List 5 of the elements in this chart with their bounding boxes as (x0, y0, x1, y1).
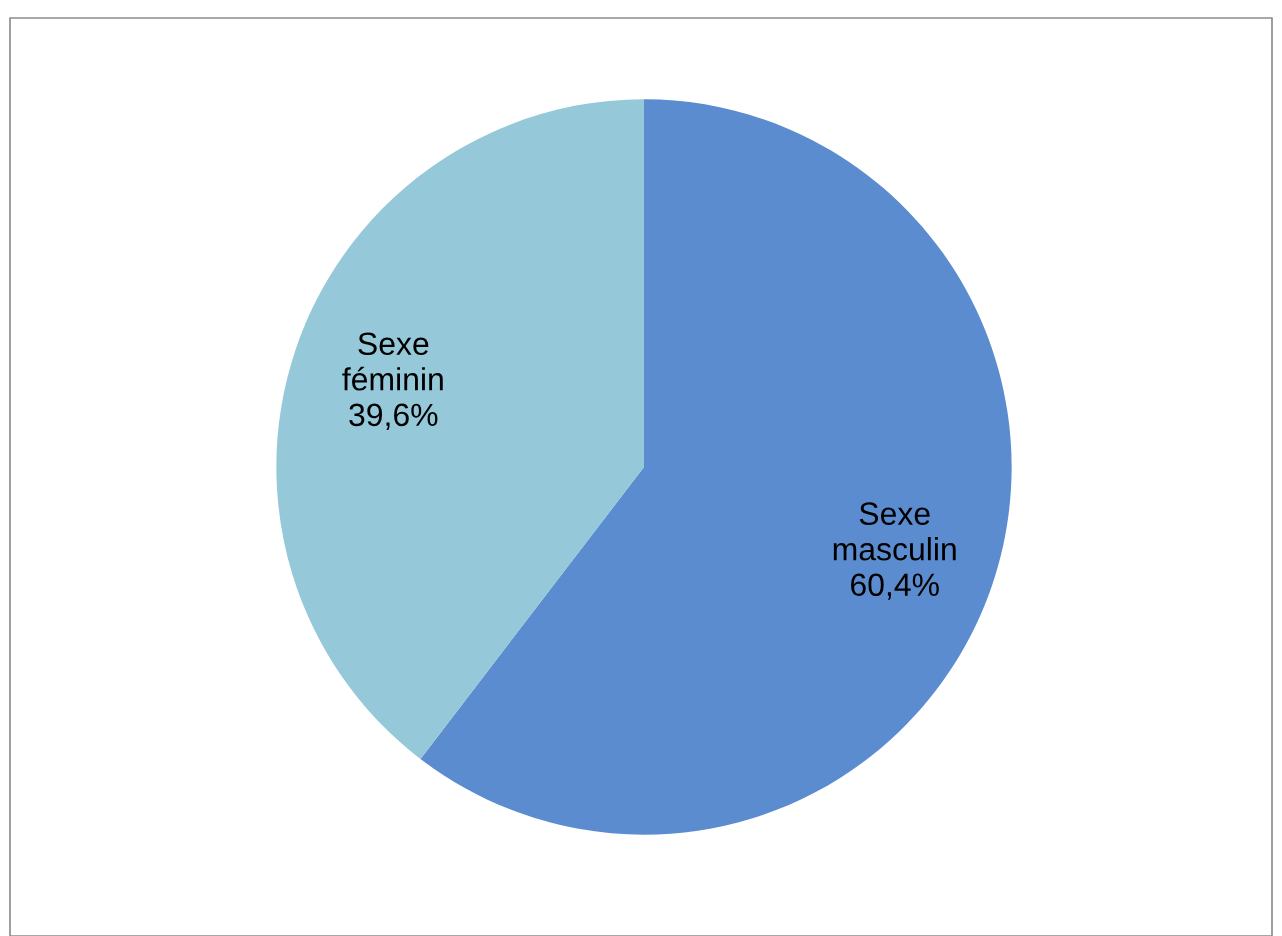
slice-label: Sexe masculin (833, 502, 956, 561)
data-label: 39,6% (349, 403, 438, 430)
data-label: 60,4% (851, 573, 939, 600)
slice-label: Sexe féminin (342, 332, 443, 391)
pie-slice (276, 99, 644, 759)
